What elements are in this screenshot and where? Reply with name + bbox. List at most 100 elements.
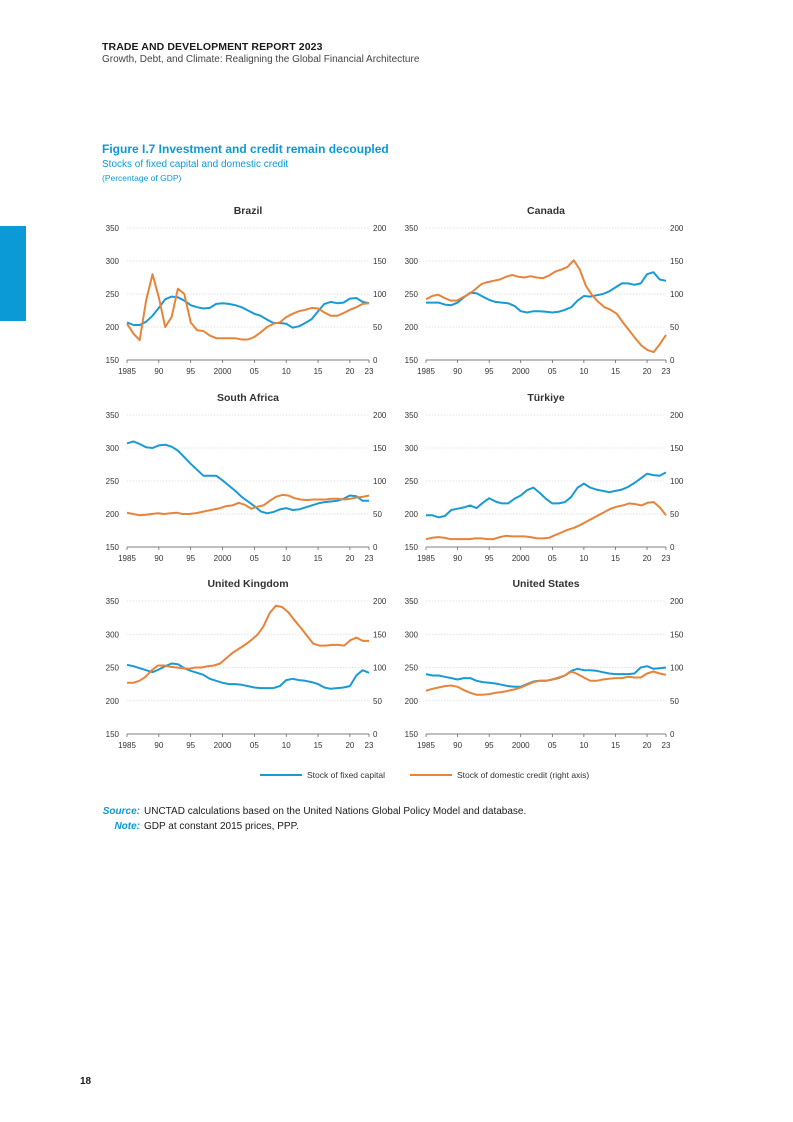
x-tick-label: 2000 — [512, 741, 530, 750]
y-tick-label-left: 200 — [405, 697, 419, 706]
y-tick-label-left: 250 — [106, 477, 120, 486]
chart-canada: Canada 350 200 300 150 250 100 200 50 150 0 1985 90 9… — [405, 205, 684, 376]
x-tick-label: 10 — [579, 367, 588, 376]
x-tick-label: 20 — [643, 554, 652, 563]
y-tick-label-right: 50 — [670, 510, 679, 519]
figure-title: Figure I.7 Investment and credit remain … — [102, 142, 389, 156]
y-tick-label-left: 150 — [106, 730, 120, 739]
report-subtitle: Growth, Debt, and Climate: Realigning th… — [102, 54, 420, 65]
x-tick-label: 10 — [282, 554, 291, 563]
y-tick-label-right: 150 — [373, 444, 387, 453]
x-tick-label: 1985 — [417, 367, 435, 376]
y-tick-label-left: 300 — [106, 444, 120, 453]
y-tick-label-right: 0 — [373, 356, 378, 365]
series-domestic-credit-line — [425, 259, 667, 354]
x-tick-label: 1985 — [118, 741, 136, 750]
legend-label-fixed-capital: Stock of fixed capital — [307, 770, 385, 780]
x-tick-label: 1985 — [417, 741, 435, 750]
x-tick-label: 20 — [643, 741, 652, 750]
x-tick-label: 90 — [453, 554, 462, 563]
y-tick-label-right: 200 — [373, 597, 387, 606]
x-tick-label: 2000 — [512, 554, 530, 563]
x-tick-label: 2000 — [214, 741, 232, 750]
chart-title: Canada — [527, 205, 565, 217]
chapter-tab-marker — [0, 226, 26, 321]
x-tick-label: 15 — [314, 741, 323, 750]
note-line: Note: GDP at constant 2015 prices, PPP. — [100, 819, 526, 834]
y-tick-label-right: 100 — [670, 477, 684, 486]
y-tick-label-right: 200 — [670, 224, 684, 233]
note-label: Note: — [114, 821, 140, 832]
y-tick-label-left: 200 — [405, 323, 419, 332]
y-tick-label-right: 150 — [670, 257, 684, 266]
chart-title: Türkiye — [527, 392, 565, 404]
x-tick-label: 23 — [662, 741, 671, 750]
figure-subtitle: Stocks of fixed capital and domestic cre… — [102, 159, 289, 170]
chart-title: South Africa — [217, 392, 279, 404]
x-tick-label: 95 — [186, 741, 195, 750]
y-tick-label-left: 200 — [106, 510, 120, 519]
source-text: UNCTAD calculations based on the United … — [144, 806, 527, 817]
series-fixed-capital-line — [126, 295, 370, 329]
x-tick-label: 2000 — [214, 367, 232, 376]
y-tick-label-left: 250 — [106, 290, 120, 299]
y-tick-label-left: 350 — [405, 597, 419, 606]
y-tick-label-left: 150 — [405, 730, 419, 739]
y-tick-label-right: 200 — [670, 597, 684, 606]
figure-notes: Source: UNCTAD calculations based on the … — [100, 804, 526, 834]
x-tick-label: 95 — [485, 367, 494, 376]
x-tick-label: 20 — [643, 367, 652, 376]
chart-brazil: Brazil 350 200 300 150 250 100 200 50 150 0 1985 90 9… — [106, 205, 387, 376]
x-tick-label: 10 — [579, 741, 588, 750]
y-tick-label-left: 200 — [106, 323, 120, 332]
y-tick-label-right: 100 — [670, 664, 684, 673]
x-tick-label: 05 — [250, 741, 259, 750]
y-tick-label-left: 350 — [405, 224, 419, 233]
report-header: TRADE AND DEVELOPMENT REPORT 2023 Growth… — [102, 41, 419, 65]
y-tick-label-left: 250 — [405, 477, 419, 486]
y-tick-label-right: 150 — [670, 630, 684, 639]
x-tick-label: 10 — [282, 741, 291, 750]
x-tick-label: 90 — [154, 367, 163, 376]
x-tick-label: 90 — [154, 554, 163, 563]
series-domestic-credit-line — [425, 670, 667, 696]
x-tick-label: 95 — [186, 367, 195, 376]
y-tick-label-right: 100 — [373, 290, 387, 299]
y-tick-label-left: 300 — [106, 257, 120, 266]
x-tick-label: 2000 — [512, 367, 530, 376]
x-tick-label: 20 — [345, 741, 354, 750]
x-tick-label: 10 — [579, 554, 588, 563]
series-fixed-capital-line — [126, 440, 369, 515]
x-tick-label: 05 — [548, 367, 557, 376]
y-tick-label-left: 250 — [106, 664, 120, 673]
x-tick-label: 05 — [548, 554, 557, 563]
y-tick-label-right: 150 — [373, 630, 387, 639]
x-tick-label: 23 — [365, 554, 374, 563]
y-tick-label-left: 300 — [405, 444, 419, 453]
y-tick-label-right: 100 — [670, 290, 684, 299]
y-tick-label-left: 250 — [405, 664, 419, 673]
legend-label-domestic-credit: Stock of domestic credit (right axis) — [457, 770, 589, 780]
y-tick-label-right: 200 — [670, 411, 684, 420]
x-tick-label: 95 — [485, 554, 494, 563]
x-tick-label: 20 — [345, 554, 354, 563]
y-tick-label-right: 0 — [670, 730, 675, 739]
x-tick-label: 95 — [186, 554, 195, 563]
y-tick-label-right: 0 — [373, 543, 378, 552]
series-domestic-credit-line — [126, 273, 370, 342]
chart-title: United States — [512, 578, 579, 590]
x-tick-label: 23 — [662, 554, 671, 563]
series-fixed-capital-line — [426, 471, 667, 519]
y-tick-label-right: 150 — [670, 444, 684, 453]
y-tick-label-right: 0 — [670, 543, 675, 552]
x-tick-label: 90 — [453, 367, 462, 376]
y-tick-label-left: 150 — [106, 356, 120, 365]
y-tick-label-left: 350 — [106, 411, 120, 420]
source-label: Source: — [102, 806, 140, 817]
y-tick-label-left: 350 — [405, 411, 419, 420]
x-tick-label: 05 — [250, 367, 259, 376]
x-tick-label: 1985 — [118, 554, 136, 563]
